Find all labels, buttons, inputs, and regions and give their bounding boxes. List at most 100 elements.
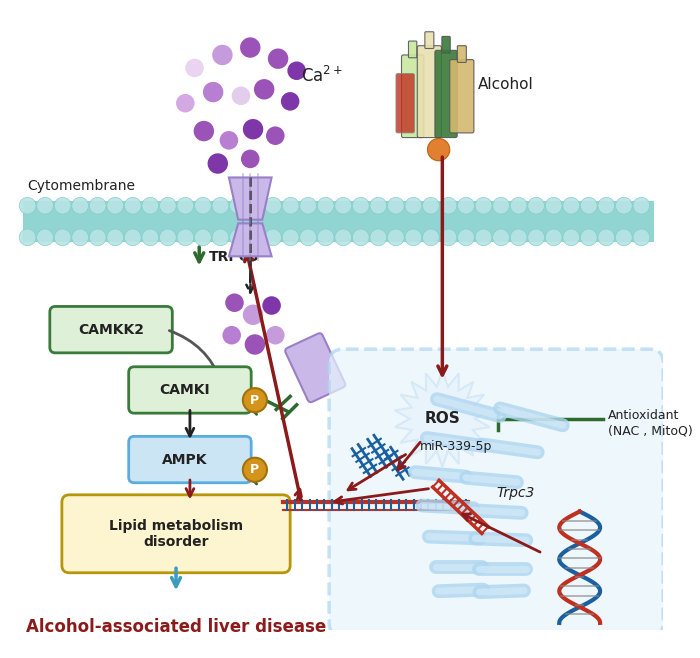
Circle shape [230,197,246,214]
Circle shape [225,293,244,312]
Circle shape [633,197,650,214]
Circle shape [545,197,562,214]
Text: CAMKK2: CAMKK2 [78,322,144,337]
Text: Alcohol: Alcohol [477,77,533,92]
Polygon shape [229,178,272,220]
FancyBboxPatch shape [409,41,416,58]
Circle shape [458,229,475,245]
Circle shape [317,197,334,214]
Text: Lipid metabolism
disorder: Lipid metabolism disorder [109,519,243,549]
Circle shape [475,197,492,214]
FancyBboxPatch shape [396,74,414,133]
Circle shape [90,197,106,214]
Circle shape [563,229,580,245]
Circle shape [440,229,457,245]
Text: Cytomembrane: Cytomembrane [27,179,136,193]
Circle shape [388,229,404,245]
Circle shape [203,82,223,102]
Circle shape [176,94,195,113]
Circle shape [160,197,176,214]
Circle shape [300,197,316,214]
Circle shape [370,229,386,245]
Circle shape [195,197,211,214]
Text: TRPC3: TRPC3 [209,250,259,265]
Circle shape [352,229,369,245]
Circle shape [510,229,527,245]
Text: P: P [251,393,260,407]
Text: AMPK: AMPK [162,453,207,467]
Circle shape [352,197,369,214]
Circle shape [423,229,440,245]
Circle shape [493,229,510,245]
Text: Ca$^{2+}$: Ca$^{2+}$ [301,66,344,86]
Polygon shape [395,370,490,467]
Circle shape [317,229,334,245]
Circle shape [243,388,267,412]
Circle shape [142,229,159,245]
FancyBboxPatch shape [62,495,290,572]
Circle shape [428,138,450,161]
Circle shape [266,326,285,345]
Circle shape [247,229,264,245]
Circle shape [247,197,264,214]
Circle shape [440,197,457,214]
Text: Alcohol-associated liver disease: Alcohol-associated liver disease [26,619,326,636]
Circle shape [405,197,421,214]
Circle shape [282,229,299,245]
Circle shape [458,197,475,214]
Circle shape [243,458,267,482]
Circle shape [223,326,241,345]
Circle shape [19,197,36,214]
Circle shape [212,229,229,245]
FancyBboxPatch shape [425,32,434,49]
FancyBboxPatch shape [23,201,654,242]
Circle shape [107,197,124,214]
Polygon shape [229,224,272,257]
Circle shape [545,229,562,245]
FancyArrowPatch shape [169,330,222,381]
Circle shape [142,197,159,214]
Circle shape [212,45,232,65]
Circle shape [240,38,260,58]
Circle shape [580,229,597,245]
Circle shape [615,229,632,245]
Circle shape [194,121,214,141]
Circle shape [243,305,263,325]
Circle shape [160,229,176,245]
Circle shape [281,92,300,111]
Circle shape [19,229,36,245]
Circle shape [335,197,351,214]
Circle shape [265,229,281,245]
Circle shape [36,229,53,245]
Circle shape [598,197,615,214]
Circle shape [36,197,53,214]
Circle shape [177,229,194,245]
Circle shape [266,126,285,145]
Circle shape [475,229,492,245]
Circle shape [528,229,545,245]
Circle shape [598,229,615,245]
Circle shape [423,197,440,214]
Circle shape [528,197,545,214]
Circle shape [493,197,510,214]
Circle shape [254,79,274,99]
Circle shape [232,86,251,105]
Text: CAMKI: CAMKI [159,383,210,397]
Circle shape [335,229,351,245]
Circle shape [125,197,141,214]
Circle shape [208,153,228,174]
Circle shape [72,229,88,245]
FancyBboxPatch shape [457,45,466,63]
Circle shape [241,149,260,168]
Circle shape [262,296,281,315]
Text: Trpc3: Trpc3 [496,486,535,500]
FancyBboxPatch shape [442,36,450,53]
Circle shape [107,229,124,245]
Circle shape [177,197,194,214]
Text: P: P [251,463,260,476]
FancyBboxPatch shape [129,436,251,483]
Text: miR-339-5p: miR-339-5p [420,440,492,453]
Circle shape [243,119,263,139]
Circle shape [245,334,265,355]
Circle shape [72,197,88,214]
